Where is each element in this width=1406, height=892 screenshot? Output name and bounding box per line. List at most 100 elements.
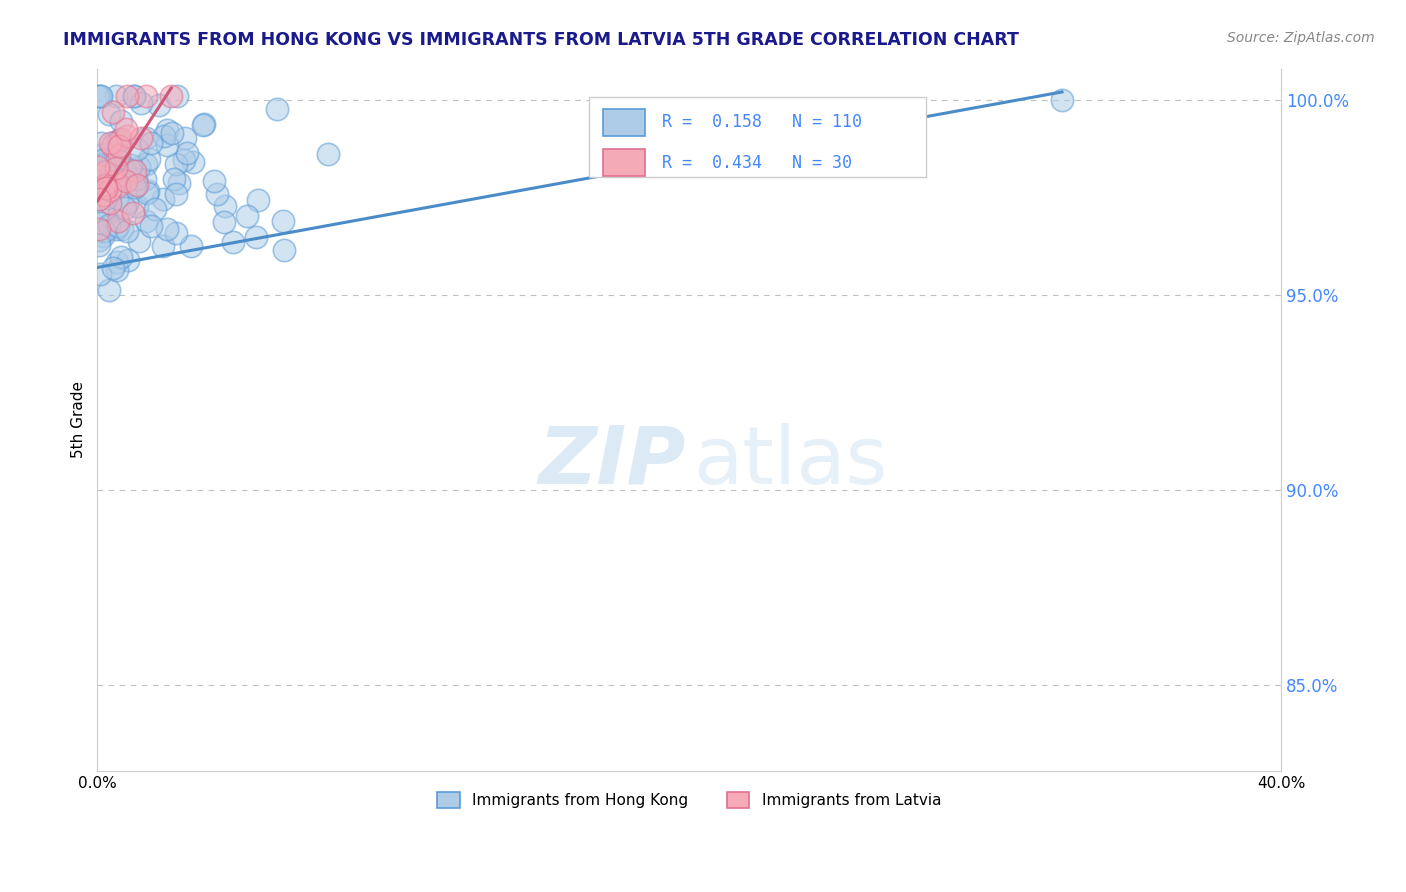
- Point: [90, 181, 112, 195]
- Point: [101, 105, 124, 120]
- Point: [207, 186, 229, 201]
- Point: [135, 157, 157, 171]
- Point: [136, 186, 159, 200]
- Legend: Immigrants from Hong Kong, Immigrants from Latvia: Immigrants from Hong Kong, Immigrants fr…: [429, 784, 949, 815]
- Point: [174, 131, 197, 145]
- Point: [125, 142, 148, 156]
- Point: [90, 136, 112, 151]
- Point: [222, 235, 245, 249]
- Point: [117, 253, 139, 268]
- Point: [97, 178, 120, 193]
- Point: [193, 117, 215, 131]
- Point: [94, 181, 117, 195]
- Point: [89, 88, 111, 103]
- Point: [202, 174, 225, 188]
- Point: [104, 88, 127, 103]
- Point: [87, 192, 110, 206]
- Point: [93, 147, 115, 161]
- Point: [93, 164, 115, 178]
- Point: [91, 167, 114, 181]
- Point: [87, 201, 110, 215]
- Point: [181, 155, 204, 169]
- Point: [124, 180, 146, 194]
- Point: [153, 128, 176, 143]
- Point: [212, 215, 235, 229]
- Point: [103, 136, 125, 150]
- Point: [169, 177, 191, 191]
- Point: [98, 164, 121, 178]
- Point: [105, 135, 128, 149]
- Point: [105, 255, 128, 269]
- Point: [110, 132, 132, 146]
- Point: [245, 229, 267, 244]
- Point: [141, 219, 163, 234]
- Point: [273, 213, 295, 227]
- Point: [98, 283, 121, 297]
- Point: [316, 146, 339, 161]
- Point: [160, 88, 183, 103]
- Point: [148, 97, 170, 112]
- Point: [98, 218, 121, 232]
- Text: IMMIGRANTS FROM HONG KONG VS IMMIGRANTS FROM LATVIA 5TH GRADE CORRELATION CHART: IMMIGRANTS FROM HONG KONG VS IMMIGRANTS …: [63, 31, 1019, 49]
- Point: [114, 174, 136, 188]
- Text: R =  0.434   N = 30: R = 0.434 N = 30: [662, 153, 852, 172]
- Point: [141, 136, 163, 150]
- Point: [89, 169, 111, 183]
- Point: [111, 221, 134, 235]
- Point: [112, 163, 135, 178]
- Point: [117, 195, 139, 210]
- Point: [156, 137, 179, 152]
- Point: [89, 267, 111, 281]
- Point: [128, 160, 150, 174]
- Point: [103, 174, 125, 188]
- Point: [107, 219, 129, 233]
- Point: [96, 151, 118, 165]
- Point: [135, 88, 157, 103]
- Point: [114, 122, 136, 136]
- Point: [165, 187, 187, 202]
- Point: [104, 221, 127, 235]
- Point: [107, 168, 129, 182]
- Point: [98, 136, 121, 151]
- FancyBboxPatch shape: [589, 96, 927, 178]
- Point: [90, 216, 112, 230]
- Point: [104, 161, 127, 175]
- Point: [122, 206, 145, 220]
- Point: [236, 210, 259, 224]
- Point: [135, 131, 157, 145]
- Point: [93, 178, 115, 192]
- Point: [124, 164, 146, 178]
- Point: [1050, 93, 1073, 107]
- Point: [90, 88, 112, 103]
- Point: [135, 213, 157, 227]
- Point: [87, 192, 110, 206]
- Text: ZIP: ZIP: [538, 423, 686, 500]
- Point: [100, 167, 122, 181]
- Point: [93, 224, 115, 238]
- Point: [89, 222, 111, 236]
- Point: [107, 133, 129, 147]
- Point: [125, 178, 148, 192]
- Point: [165, 157, 187, 171]
- Point: [165, 226, 187, 240]
- Point: [101, 139, 124, 153]
- Point: [93, 153, 115, 167]
- Point: [94, 157, 117, 171]
- Point: [180, 239, 202, 253]
- Point: [125, 178, 148, 192]
- Point: [115, 128, 138, 143]
- Point: [97, 153, 120, 167]
- Text: R =  0.158   N = 110: R = 0.158 N = 110: [662, 113, 862, 131]
- FancyBboxPatch shape: [603, 109, 645, 136]
- Point: [107, 178, 129, 193]
- Point: [111, 168, 134, 182]
- Point: [87, 238, 110, 252]
- Point: [90, 174, 112, 188]
- Point: [152, 239, 174, 253]
- Point: [115, 88, 138, 103]
- Point: [94, 165, 117, 179]
- Point: [108, 139, 131, 153]
- Point: [173, 153, 195, 168]
- Point: [273, 244, 295, 258]
- Point: [125, 199, 148, 213]
